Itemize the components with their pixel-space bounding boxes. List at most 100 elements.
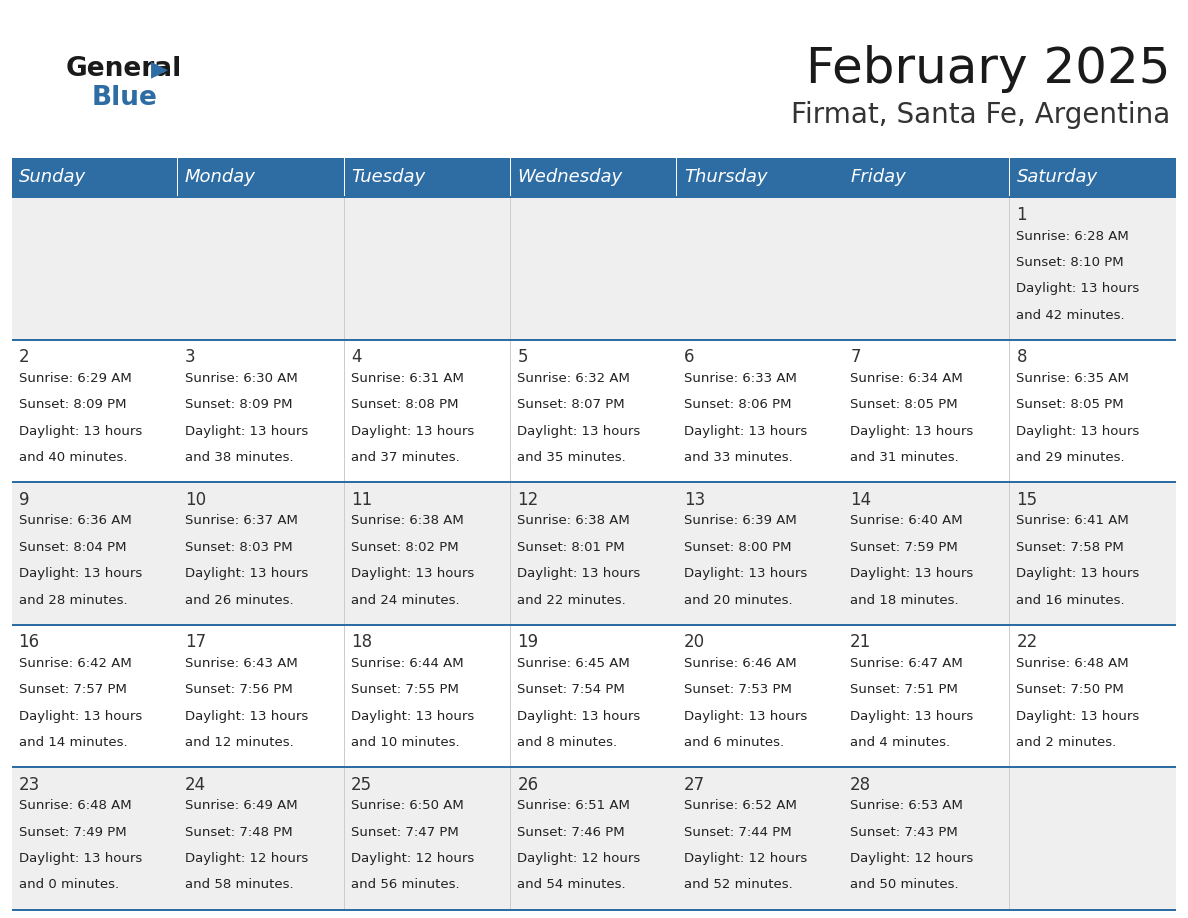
Text: Daylight: 13 hours: Daylight: 13 hours [19, 710, 141, 722]
Text: Sunset: 7:58 PM: Sunset: 7:58 PM [1017, 541, 1124, 554]
Text: 16: 16 [19, 633, 39, 651]
Bar [12, 767, 178, 909]
Bar [843, 767, 1010, 909]
Text: Sunrise: 6:32 AM: Sunrise: 6:32 AM [518, 372, 631, 385]
Text: and 12 minutes.: and 12 minutes. [185, 736, 293, 749]
Bar [12, 909, 1176, 911]
Text: and 35 minutes.: and 35 minutes. [518, 451, 626, 464]
Bar [843, 624, 1010, 767]
Bar [345, 339, 511, 481]
Text: Daylight: 13 hours: Daylight: 13 hours [518, 567, 640, 580]
Text: and 8 minutes.: and 8 minutes. [518, 736, 618, 749]
Text: Daylight: 13 hours: Daylight: 13 hours [684, 425, 807, 438]
Bar [677, 339, 843, 481]
Bar [12, 339, 1176, 341]
Text: 28: 28 [851, 776, 871, 793]
Bar [511, 481, 677, 624]
Text: Sunrise: 6:35 AM: Sunrise: 6:35 AM [1017, 372, 1130, 385]
Text: Daylight: 13 hours: Daylight: 13 hours [1017, 425, 1139, 438]
Text: and 2 minutes.: and 2 minutes. [1017, 736, 1117, 749]
Text: and 52 minutes.: and 52 minutes. [684, 879, 792, 891]
Text: Sunrise: 6:44 AM: Sunrise: 6:44 AM [352, 657, 463, 670]
Text: Sunrise: 6:37 AM: Sunrise: 6:37 AM [185, 514, 298, 528]
Text: and 37 minutes.: and 37 minutes. [352, 451, 460, 464]
Text: Sunset: 8:02 PM: Sunset: 8:02 PM [352, 541, 459, 554]
Text: Daylight: 13 hours: Daylight: 13 hours [1017, 567, 1139, 580]
Bar [12, 624, 178, 767]
Text: and 20 minutes.: and 20 minutes. [684, 594, 792, 607]
Text: Sunset: 8:01 PM: Sunset: 8:01 PM [518, 541, 625, 554]
Text: 25: 25 [352, 776, 372, 793]
Text: 10: 10 [185, 490, 206, 509]
Text: Daylight: 13 hours: Daylight: 13 hours [19, 852, 141, 865]
Bar [1010, 767, 1176, 909]
Bar [12, 196, 1176, 198]
Text: Tuesday: Tuesday [352, 168, 425, 186]
Text: Sunset: 7:44 PM: Sunset: 7:44 PM [684, 826, 791, 839]
Text: 11: 11 [352, 490, 372, 509]
Text: and 54 minutes.: and 54 minutes. [518, 879, 626, 891]
Text: Sunset: 8:06 PM: Sunset: 8:06 PM [684, 398, 791, 411]
Bar [511, 196, 677, 339]
Bar [178, 158, 345, 196]
Bar [511, 158, 677, 196]
Text: Sunset: 8:04 PM: Sunset: 8:04 PM [19, 541, 126, 554]
Text: Sunset: 8:00 PM: Sunset: 8:00 PM [684, 541, 791, 554]
Text: Sunset: 7:50 PM: Sunset: 7:50 PM [1017, 683, 1124, 696]
Text: 17: 17 [185, 633, 206, 651]
Bar [345, 481, 511, 624]
Bar [511, 624, 677, 767]
Text: and 40 minutes.: and 40 minutes. [19, 451, 127, 464]
Text: Sunset: 7:53 PM: Sunset: 7:53 PM [684, 683, 791, 696]
Text: and 50 minutes.: and 50 minutes. [851, 879, 959, 891]
Text: General: General [65, 56, 182, 82]
Bar [677, 767, 843, 909]
Bar [178, 481, 345, 624]
Text: Sunset: 7:43 PM: Sunset: 7:43 PM [851, 826, 958, 839]
Text: 23: 23 [19, 776, 39, 793]
Text: Sunrise: 6:29 AM: Sunrise: 6:29 AM [19, 372, 132, 385]
Text: Daylight: 13 hours: Daylight: 13 hours [851, 425, 973, 438]
Text: 7: 7 [851, 348, 860, 366]
Text: Thursday: Thursday [684, 168, 767, 186]
Text: Daylight: 13 hours: Daylight: 13 hours [851, 567, 973, 580]
Text: Sunrise: 6:34 AM: Sunrise: 6:34 AM [851, 372, 963, 385]
Text: Sunrise: 6:41 AM: Sunrise: 6:41 AM [1017, 514, 1130, 528]
Text: Sunrise: 6:53 AM: Sunrise: 6:53 AM [851, 800, 963, 812]
Text: Sunrise: 6:47 AM: Sunrise: 6:47 AM [851, 657, 963, 670]
Text: 19: 19 [518, 633, 538, 651]
Bar [12, 158, 178, 196]
Bar [843, 339, 1010, 481]
Bar [511, 767, 677, 909]
Text: and 56 minutes.: and 56 minutes. [352, 879, 460, 891]
Text: Blue: Blue [91, 85, 157, 111]
Text: Sunset: 8:05 PM: Sunset: 8:05 PM [851, 398, 958, 411]
Text: Sunrise: 6:48 AM: Sunrise: 6:48 AM [1017, 657, 1129, 670]
Text: 21: 21 [851, 633, 871, 651]
Text: Firmat, Santa Fe, Argentina: Firmat, Santa Fe, Argentina [791, 101, 1170, 129]
Text: Sunset: 7:47 PM: Sunset: 7:47 PM [352, 826, 459, 839]
Text: Friday: Friday [851, 168, 906, 186]
Text: Sunday: Sunday [19, 168, 86, 186]
Text: 20: 20 [684, 633, 704, 651]
Text: Sunrise: 6:39 AM: Sunrise: 6:39 AM [684, 514, 797, 528]
Text: Sunrise: 6:45 AM: Sunrise: 6:45 AM [518, 657, 631, 670]
Text: and 14 minutes.: and 14 minutes. [19, 736, 127, 749]
Bar [843, 158, 1010, 196]
Bar [178, 339, 345, 481]
Bar [178, 767, 345, 909]
Text: Wednesday: Wednesday [518, 168, 623, 186]
Text: Sunrise: 6:46 AM: Sunrise: 6:46 AM [684, 657, 796, 670]
Text: Daylight: 13 hours: Daylight: 13 hours [1017, 282, 1139, 296]
Bar [12, 196, 178, 339]
Text: Daylight: 13 hours: Daylight: 13 hours [19, 425, 141, 438]
Text: Monday: Monday [185, 168, 255, 186]
Text: ▶: ▶ [151, 59, 168, 79]
Text: Daylight: 13 hours: Daylight: 13 hours [185, 710, 308, 722]
Text: Daylight: 13 hours: Daylight: 13 hours [684, 567, 807, 580]
Bar [178, 624, 345, 767]
Text: Daylight: 13 hours: Daylight: 13 hours [352, 567, 474, 580]
Text: Sunset: 7:48 PM: Sunset: 7:48 PM [185, 826, 292, 839]
Text: Sunset: 8:08 PM: Sunset: 8:08 PM [352, 398, 459, 411]
Bar [843, 481, 1010, 624]
